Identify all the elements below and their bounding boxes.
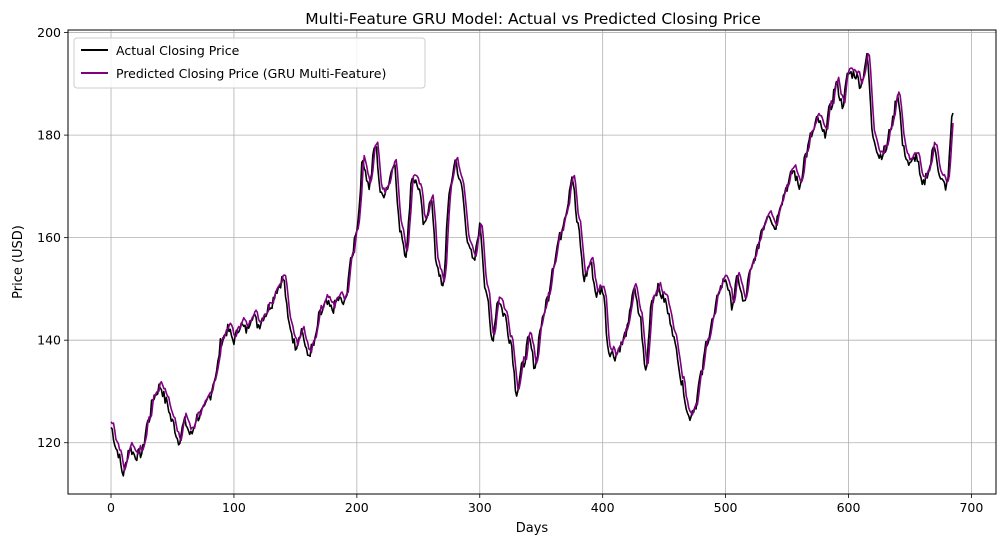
y-tick-label: 160 xyxy=(37,230,61,245)
x-tick-label: 700 xyxy=(959,500,983,515)
series-line-predicted xyxy=(110,53,954,472)
x-axis: 0 100 200 300 400 500 600 700 xyxy=(107,494,983,515)
x-tick-label: 300 xyxy=(468,500,492,515)
y-tick-label: 120 xyxy=(37,435,61,450)
x-tick-label: 600 xyxy=(837,500,861,515)
x-tick-label: 100 xyxy=(222,500,246,515)
series-layer xyxy=(110,52,954,477)
legend-box xyxy=(73,37,426,89)
y-axis: 120 140 160 180 200 xyxy=(37,25,68,450)
legend-label-actual: Actual Closing Price xyxy=(116,43,240,58)
x-axis-label: Days xyxy=(516,521,549,536)
series-line-actual xyxy=(110,52,954,477)
legend-label-predicted: Predicted Closing Price (GRU Multi-Featu… xyxy=(116,66,386,81)
x-tick-label: 200 xyxy=(345,500,369,515)
plot-frame xyxy=(67,29,997,495)
y-axis-label: Price (USD) xyxy=(11,225,26,299)
grid-lines xyxy=(68,30,996,494)
x-tick-label: 0 xyxy=(107,500,115,515)
y-tick-label: 200 xyxy=(37,25,61,40)
y-tick-label: 140 xyxy=(37,333,61,348)
legend: Actual Closing Price Predicted Closing P… xyxy=(73,37,426,89)
chart-title: Multi-Feature GRU Model: Actual vs Predi… xyxy=(305,10,760,28)
y-tick-label: 180 xyxy=(37,128,61,143)
x-tick-label: 400 xyxy=(591,500,615,515)
x-tick-label: 500 xyxy=(714,500,738,515)
